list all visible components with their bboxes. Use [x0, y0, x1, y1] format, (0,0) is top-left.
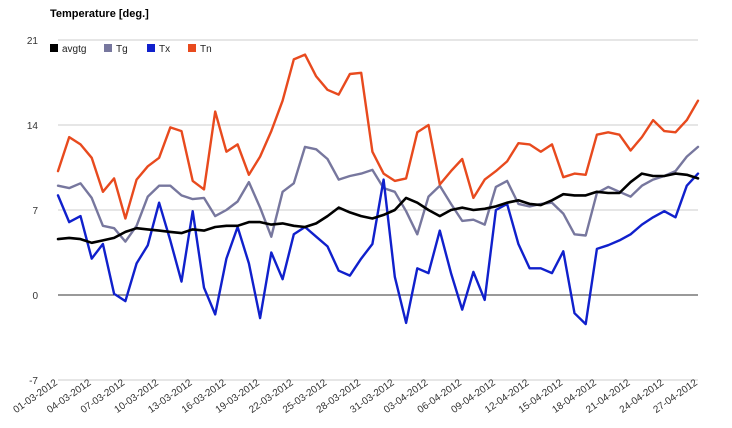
- x-axis-ticks: 01-03-201204-03-201207-03-201210-03-2012…: [12, 377, 701, 416]
- series-line-Tx: [56, 172, 700, 326]
- legend-swatch-Tg: [104, 44, 112, 52]
- legend: avgtg Tg Tx Tn: [50, 44, 212, 55]
- y-tick-label: 7: [32, 206, 38, 217]
- legend-swatch-avgtg: [50, 44, 58, 52]
- legend-swatch-Tn: [188, 44, 196, 52]
- y-tick-label: 14: [27, 121, 39, 132]
- y-tick-label: 21: [27, 36, 39, 47]
- legend-label-Tx: Tx: [159, 44, 170, 55]
- y-tick-label: 0: [32, 291, 38, 302]
- legend-swatch-Tx: [147, 44, 155, 52]
- legend-label-avgtg: avgtg: [62, 44, 86, 55]
- legend-label-Tg: Tg: [116, 44, 128, 55]
- series-lines: [56, 53, 700, 326]
- chart-title: Temperature [deg.]: [50, 8, 149, 20]
- y-axis-ticks: -7 0 7 14 21: [27, 36, 39, 387]
- series-line-avgtg: [56, 172, 700, 245]
- y-tick-label: -7: [29, 376, 38, 387]
- legend-label-Tn: Tn: [200, 44, 212, 55]
- series-line-Tg: [56, 145, 700, 243]
- series-line-Tn: [56, 53, 700, 220]
